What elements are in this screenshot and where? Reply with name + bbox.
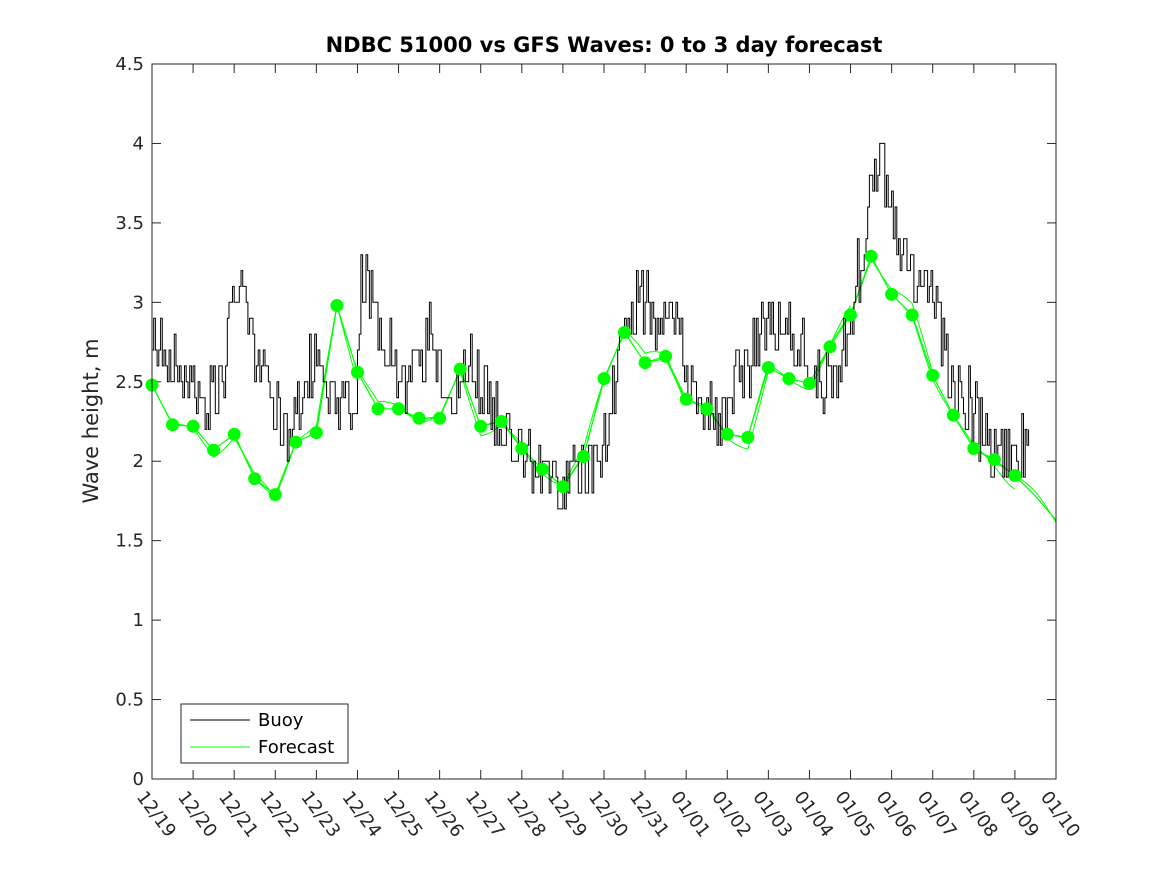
forecast-marker xyxy=(844,308,857,322)
y-axis-label: Wave height, m xyxy=(79,338,103,503)
forecast-marker xyxy=(720,427,734,441)
legend: Buoy Forecast xyxy=(180,703,349,764)
forecast-marker xyxy=(330,299,344,312)
legend-forecast-label: Forecast xyxy=(258,737,334,758)
y-tick-label: 1.5 xyxy=(115,531,144,552)
buoy-series xyxy=(152,142,1030,510)
forecast-marker xyxy=(166,418,179,432)
forecast-marker xyxy=(535,462,549,476)
y-tick-label: 1 xyxy=(133,610,144,631)
forecast-markers xyxy=(145,249,1022,502)
y-tick-label: 0 xyxy=(133,769,144,790)
y-tick-label: 2 xyxy=(133,451,144,472)
forecast-marker xyxy=(577,450,590,463)
forecast-marker xyxy=(679,392,693,406)
forecast-marker xyxy=(453,362,467,376)
forecast-marker xyxy=(761,361,775,374)
forecast-marker xyxy=(515,442,529,455)
y-tick-label: 4 xyxy=(133,133,144,154)
forecast-marker xyxy=(433,411,447,425)
plot-frame xyxy=(151,63,1057,780)
forecast-marker xyxy=(1008,469,1022,482)
legend-buoy-label: Buoy xyxy=(258,710,304,731)
forecast-marker xyxy=(823,340,837,354)
forecast-marker xyxy=(597,372,611,386)
forecast-marker xyxy=(987,453,1001,467)
forecast-marker xyxy=(371,402,385,416)
y-tick-label: 0.5 xyxy=(115,690,144,711)
forecast-marker xyxy=(885,287,899,301)
forecast-marker xyxy=(638,356,652,370)
forecast-marker xyxy=(268,488,282,502)
buoy-line xyxy=(152,142,1030,510)
forecast-marker xyxy=(186,419,200,433)
forecast-marker xyxy=(782,372,796,386)
forecast-marker xyxy=(392,402,405,416)
forecast-marker xyxy=(905,308,919,322)
forecast-marker xyxy=(659,349,673,363)
forecast-marker xyxy=(474,419,488,433)
y-tick-labels: 0 0.5 1 1.5 2 2.5 3 3.5 4 4.5 xyxy=(115,54,144,790)
forecast-marker xyxy=(946,408,960,422)
forecast-marker xyxy=(351,365,364,379)
forecast-marker xyxy=(227,427,241,441)
forecast-marker xyxy=(556,480,570,494)
forecast-marker xyxy=(741,430,755,444)
y-tick-label: 3 xyxy=(133,292,144,313)
forecast-marker xyxy=(248,472,262,486)
chart-title: NDBC 51000 vs GFS Waves: 0 to 3 day fore… xyxy=(326,33,883,57)
forecast-marker xyxy=(926,368,940,382)
y-tick-label: 3.5 xyxy=(115,213,144,234)
forecast-marker xyxy=(618,326,631,339)
y-tick-label: 4.5 xyxy=(115,54,144,75)
y-tick-label: 2.5 xyxy=(115,372,144,393)
forecast-marker xyxy=(494,415,508,428)
forecast-marker xyxy=(207,443,221,457)
legend-box xyxy=(180,703,349,764)
forecast-marker xyxy=(412,411,426,425)
forecast-marker xyxy=(700,402,714,416)
forecast-marker xyxy=(864,249,878,263)
forecast-marker xyxy=(289,435,303,449)
forecast-marker xyxy=(309,426,323,440)
forecast-marker xyxy=(803,376,816,390)
forecast-marker xyxy=(967,442,981,455)
